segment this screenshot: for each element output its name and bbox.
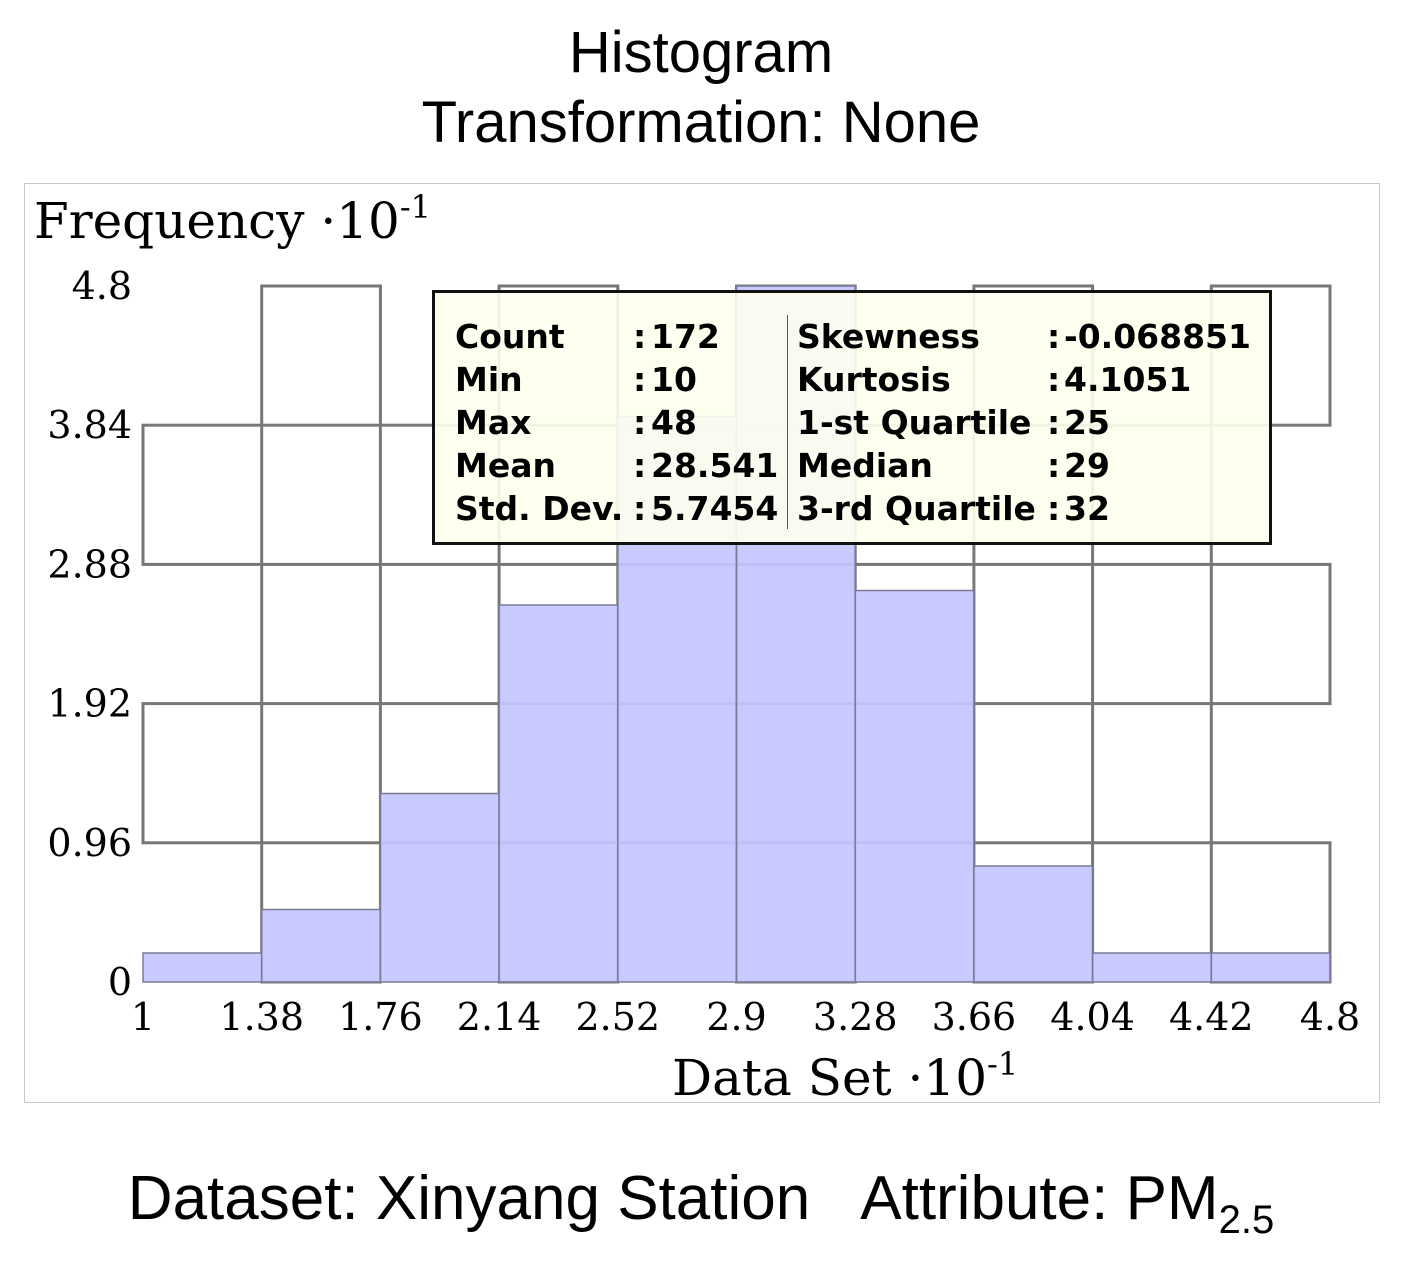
y-tick-label: 0.96 bbox=[47, 821, 132, 865]
chart-title: Histogram bbox=[568, 20, 834, 85]
grid-cell bbox=[260, 284, 382, 427]
stat-separator: : bbox=[633, 317, 647, 356]
histogram-bar bbox=[379, 792, 500, 983]
histogram-bar bbox=[854, 589, 975, 983]
stat-label: 3-rd Quartile bbox=[797, 489, 1036, 528]
stat-separator: : bbox=[1047, 360, 1061, 399]
stat-label: Std. Dev. bbox=[455, 489, 624, 528]
y-axis-label-exponent: -1 bbox=[400, 188, 431, 226]
histogram-bar bbox=[260, 908, 382, 983]
stat-value: -0.068851 bbox=[1064, 317, 1251, 356]
x-axis-label: Data Set ·10-1 bbox=[672, 1045, 1018, 1107]
stat-label: Mean bbox=[455, 446, 556, 485]
x-tick-label: 4.04 bbox=[1050, 995, 1135, 1039]
x-tick-label: 2.14 bbox=[457, 995, 542, 1039]
grid-cell bbox=[1091, 702, 1213, 845]
stat-label: Median bbox=[797, 446, 933, 485]
x-tick-label: 1 bbox=[131, 995, 155, 1039]
y-tick-label: 1.92 bbox=[47, 682, 132, 726]
attribute-subscript: 2.5 bbox=[1218, 1198, 1275, 1242]
x-axis-label-exponent: -1 bbox=[987, 1045, 1018, 1083]
histogram-bar bbox=[973, 865, 1094, 983]
stat-separator: : bbox=[633, 403, 647, 442]
y-axis-label-text: Frequency ·10 bbox=[34, 192, 400, 250]
stat-value: 48 bbox=[651, 403, 697, 442]
stat-value: 10 bbox=[651, 360, 697, 399]
stat-separator: : bbox=[1047, 446, 1061, 485]
stat-separator: : bbox=[633, 360, 647, 399]
y-tick-label: 4.8 bbox=[72, 264, 132, 308]
histogram-bar bbox=[498, 604, 619, 983]
grid-cell bbox=[260, 562, 382, 706]
x-tick-label: 2.9 bbox=[706, 995, 766, 1039]
x-axis-label-text: Data Set ·10 bbox=[672, 1049, 987, 1107]
stat-separator: : bbox=[1047, 489, 1061, 528]
stat-value: 28.541 bbox=[651, 446, 779, 485]
stat-label: Count bbox=[455, 317, 565, 356]
stat-separator: : bbox=[1047, 403, 1061, 442]
statistics-divider bbox=[787, 315, 788, 529]
x-tick-label: 2.52 bbox=[575, 995, 660, 1039]
grid-cell bbox=[141, 423, 264, 566]
y-tick-label: 3.84 bbox=[47, 403, 132, 447]
x-tick-label: 3.66 bbox=[932, 995, 1017, 1039]
stat-label: Max bbox=[455, 403, 532, 442]
stat-value: 29 bbox=[1064, 446, 1110, 485]
dataset-label: Dataset: Xinyang Station bbox=[127, 1164, 811, 1233]
stat-separator: : bbox=[633, 489, 647, 528]
stat-label: Min bbox=[455, 360, 523, 399]
stat-label: 1-st Quartile bbox=[797, 403, 1032, 442]
stat-value: 5.7454 bbox=[651, 489, 779, 528]
grid-cell bbox=[141, 702, 264, 845]
stat-value: 32 bbox=[1064, 489, 1110, 528]
histogram-bar bbox=[1091, 952, 1213, 983]
stat-separator: : bbox=[633, 446, 647, 485]
stat-separator: : bbox=[1047, 317, 1061, 356]
x-tick-label: 4.8 bbox=[1300, 995, 1360, 1039]
chart-footer: Dataset: Xinyang Station Attribute: PM2.5 bbox=[0, 1168, 1402, 1241]
x-tick-label: 3.28 bbox=[813, 995, 898, 1039]
grid-cell bbox=[972, 562, 1095, 706]
y-axis-label: Frequency ·10-1 bbox=[34, 188, 431, 250]
chart-subtitle: Transformation: None bbox=[421, 90, 981, 155]
stat-value: 4.1051 bbox=[1064, 360, 1192, 399]
y-tick-label: 2.88 bbox=[47, 542, 132, 586]
attribute-label: Attribute: PM bbox=[860, 1164, 1219, 1233]
stat-value: 25 bbox=[1064, 403, 1110, 442]
stat-label: Skewness bbox=[797, 317, 980, 356]
histogram-bar bbox=[1210, 952, 1331, 983]
statistics-box: Count:172 Min:10 Max:48 Mean:28.541 Std. Dev… bbox=[432, 290, 1272, 545]
x-tick-label: 1.76 bbox=[338, 995, 423, 1039]
x-tick-label: 4.42 bbox=[1169, 995, 1254, 1039]
histogram-bar bbox=[142, 952, 263, 983]
stat-value: 172 bbox=[651, 317, 720, 356]
y-tick-label: 0 bbox=[108, 960, 132, 1004]
stat-label: Kurtosis bbox=[797, 360, 951, 399]
x-tick-label: 1.38 bbox=[219, 995, 304, 1039]
grid-cell bbox=[1209, 562, 1332, 706]
